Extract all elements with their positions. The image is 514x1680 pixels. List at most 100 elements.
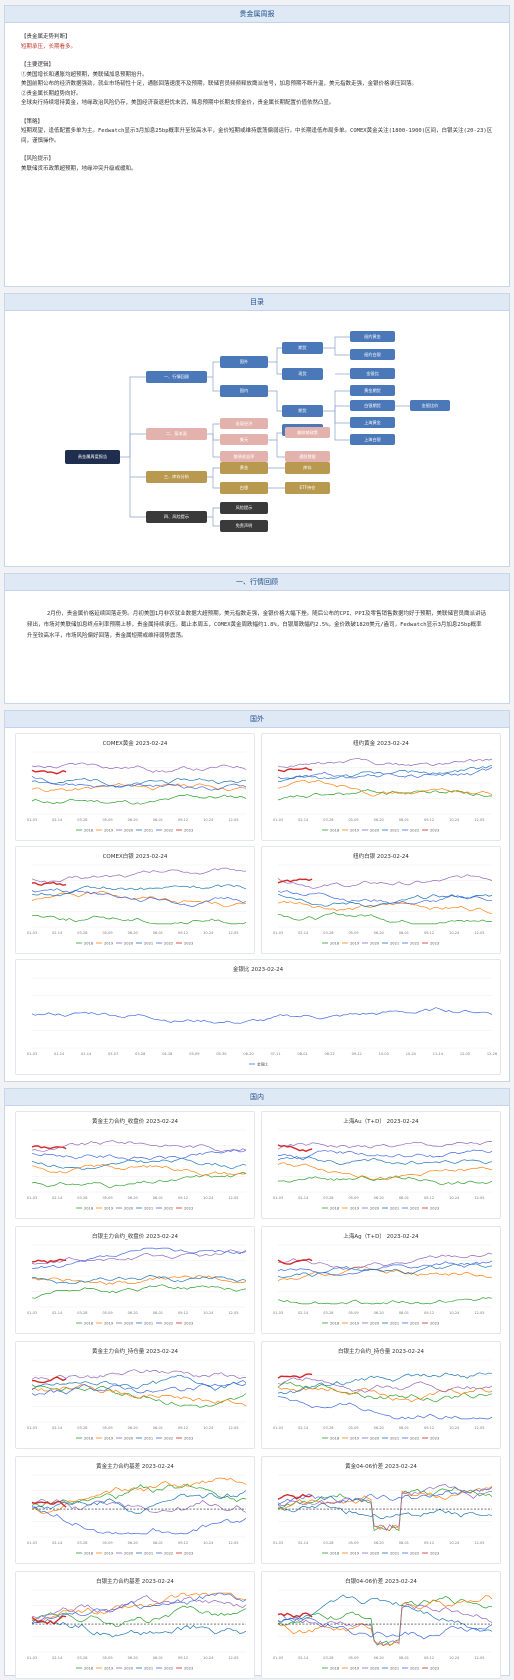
legend-label[interactable]: 2022 xyxy=(164,1437,173,1441)
legend-label[interactable]: 2020 xyxy=(124,1322,134,1326)
toc-level1-node[interactable]: 二、基本面 xyxy=(146,428,207,440)
toc-level1-node[interactable]: 三、库存分析 xyxy=(146,471,207,483)
legend-label[interactable]: 2023 xyxy=(184,829,193,833)
toc-node[interactable]: 宏观经济 xyxy=(220,418,268,429)
toc-node[interactable]: 免责声明 xyxy=(220,520,268,532)
legend-label[interactable]: 2022 xyxy=(164,829,173,833)
legend-label[interactable]: 2020 xyxy=(370,1207,380,1211)
legend-label[interactable]: 金银比 xyxy=(257,1062,268,1067)
legend-label[interactable]: 2022 xyxy=(410,1667,419,1671)
legend-label[interactable]: 2018 xyxy=(84,1552,94,1556)
toc-level1-node[interactable]: 四、风险提示 xyxy=(146,511,207,523)
legend-label[interactable]: 2021 xyxy=(144,829,153,833)
legend-label[interactable]: 2018 xyxy=(330,1667,340,1671)
legend-label[interactable]: 2018 xyxy=(330,1552,340,1556)
legend-label[interactable]: 2021 xyxy=(390,1437,399,1441)
legend-label[interactable]: 2023 xyxy=(430,1207,439,1211)
legend-label[interactable]: 2021 xyxy=(390,1322,399,1326)
toc-leaf[interactable]: 上海白银 xyxy=(350,434,395,445)
legend-label[interactable]: 2018 xyxy=(330,829,340,833)
legend-label[interactable]: 2023 xyxy=(184,1437,193,1441)
legend-label[interactable]: 2020 xyxy=(370,942,380,946)
legend-label[interactable]: 2021 xyxy=(144,1207,153,1211)
legend-label[interactable]: 2020 xyxy=(370,1552,380,1556)
legend-label[interactable]: 2019 xyxy=(350,1207,360,1211)
legend-label[interactable]: 2022 xyxy=(410,942,419,946)
toc-leaf[interactable]: 纽约黄金 xyxy=(350,331,395,342)
legend-label[interactable]: 2019 xyxy=(350,942,360,946)
legend-label[interactable]: 2021 xyxy=(390,1207,399,1211)
legend-label[interactable]: 2023 xyxy=(430,1437,439,1441)
legend-label[interactable]: 2018 xyxy=(84,942,94,946)
legend-label[interactable]: 2019 xyxy=(350,1322,360,1326)
toc-leaf[interactable]: 纽约白银 xyxy=(350,349,395,360)
legend-label[interactable]: 2018 xyxy=(330,1207,340,1211)
legend-label[interactable]: 2020 xyxy=(124,1552,134,1556)
legend-label[interactable]: 2019 xyxy=(104,1322,114,1326)
legend-label[interactable]: 2023 xyxy=(430,1667,439,1671)
toc-node[interactable]: 白银 xyxy=(220,482,268,494)
legend-label[interactable]: 2020 xyxy=(124,1667,134,1671)
toc-leaf[interactable]: 金银比价 xyxy=(410,400,450,411)
legend-label[interactable]: 2022 xyxy=(164,1552,173,1556)
toc-leaf[interactable]: 上海黄金 xyxy=(350,417,395,428)
toc-node[interactable]: 库存 xyxy=(285,462,330,474)
toc-node-domestic[interactable]: 国内 xyxy=(220,385,268,397)
legend-label[interactable]: 2021 xyxy=(144,1552,153,1556)
toc-level1-node[interactable]: 一、行情回顾 xyxy=(146,371,207,383)
legend-label[interactable]: 2021 xyxy=(144,1322,153,1326)
legend-label[interactable]: 2020 xyxy=(370,1667,380,1671)
legend-label[interactable]: 2018 xyxy=(84,1437,94,1441)
legend-label[interactable]: 2019 xyxy=(350,1552,360,1556)
toc-node[interactable]: 黄金 xyxy=(220,462,268,474)
legend-label[interactable]: 2019 xyxy=(104,1437,114,1441)
legend-label[interactable]: 2021 xyxy=(390,829,399,833)
legend-label[interactable]: 2018 xyxy=(84,829,94,833)
legend-label[interactable]: 2018 xyxy=(330,1322,340,1326)
toc-node[interactable]: 现货 xyxy=(282,368,323,380)
legend-label[interactable]: 2019 xyxy=(104,1552,114,1556)
legend-label[interactable]: 2021 xyxy=(144,1667,153,1671)
legend-label[interactable]: 2022 xyxy=(164,942,173,946)
legend-label[interactable]: 2020 xyxy=(124,1207,134,1211)
legend-label[interactable]: 2021 xyxy=(390,1552,399,1556)
legend-label[interactable]: 2022 xyxy=(410,1322,419,1326)
legend-label[interactable]: 2018 xyxy=(84,1322,94,1326)
legend-label[interactable]: 2020 xyxy=(370,1322,380,1326)
legend-label[interactable]: 2018 xyxy=(330,942,340,946)
toc-node[interactable]: 美元 xyxy=(220,434,268,445)
legend-label[interactable]: 2023 xyxy=(430,829,439,833)
legend-label[interactable]: 2021 xyxy=(390,942,399,946)
legend-label[interactable]: 2023 xyxy=(184,1552,193,1556)
legend-label[interactable]: 2020 xyxy=(370,829,380,833)
toc-node-foreign[interactable]: 国外 xyxy=(220,356,268,368)
legend-label[interactable]: 2023 xyxy=(430,1552,439,1556)
legend-label[interactable]: 2020 xyxy=(124,942,134,946)
toc-node[interactable]: 期货 xyxy=(282,405,323,417)
legend-label[interactable]: 2022 xyxy=(410,1207,419,1211)
legend-label[interactable]: 2023 xyxy=(430,1322,439,1326)
toc-leaf[interactable]: 金银比 xyxy=(350,368,395,379)
legend-label[interactable]: 2023 xyxy=(184,1322,193,1326)
toc-leaf[interactable]: 白银期货 xyxy=(350,400,395,411)
toc-node[interactable]: 美债收益率 xyxy=(220,451,268,462)
legend-label[interactable]: 2021 xyxy=(144,1437,153,1441)
legend-label[interactable]: 2022 xyxy=(164,1322,173,1326)
legend-label[interactable]: 2023 xyxy=(430,942,439,946)
legend-label[interactable]: 2022 xyxy=(410,1437,419,1441)
toc-node[interactable]: 美联储政策 xyxy=(285,427,330,438)
legend-label[interactable]: 2022 xyxy=(164,1207,173,1211)
toc-node[interactable]: 风险提示 xyxy=(220,502,268,514)
legend-label[interactable]: 2020 xyxy=(124,1437,134,1441)
toc-node[interactable]: ETF持仓 xyxy=(285,482,330,494)
legend-label[interactable]: 2018 xyxy=(330,1437,340,1441)
legend-label[interactable]: 2020 xyxy=(370,1437,380,1441)
legend-label[interactable]: 2019 xyxy=(104,942,114,946)
legend-label[interactable]: 2019 xyxy=(350,1667,360,1671)
legend-label[interactable]: 2021 xyxy=(390,1667,399,1671)
toc-node[interactable]: 通胀数据 xyxy=(285,451,330,462)
toc-root[interactable]: 贵金属周度报告 xyxy=(65,450,120,464)
toc-leaf[interactable]: 黄金期货 xyxy=(350,385,395,396)
legend-label[interactable]: 2019 xyxy=(350,829,360,833)
toc-node[interactable]: 期货 xyxy=(282,342,323,354)
